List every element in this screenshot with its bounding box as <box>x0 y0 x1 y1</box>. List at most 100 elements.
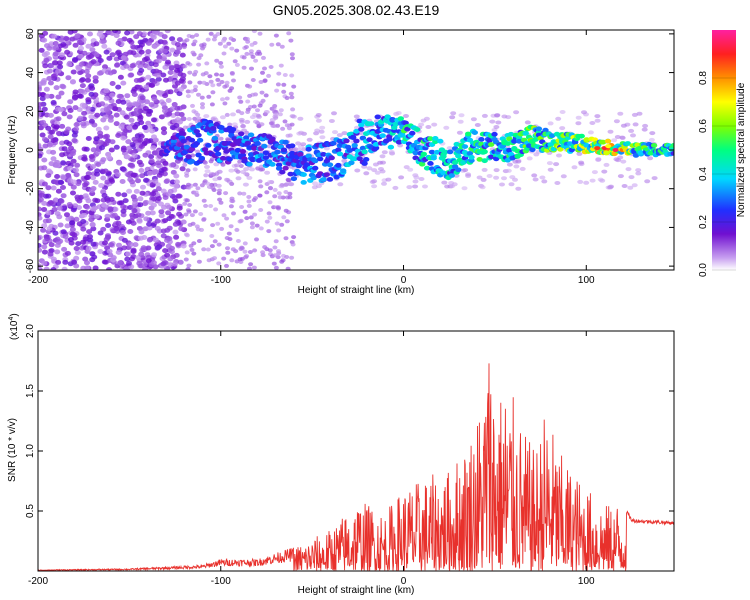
noise-blob <box>131 86 138 92</box>
noise-blob <box>94 198 101 204</box>
signal-blob <box>182 149 189 155</box>
noise-blob <box>274 88 280 93</box>
noise-blob <box>73 172 80 178</box>
halo-blob <box>216 169 223 174</box>
noise-blob <box>254 237 259 242</box>
signal-blob <box>358 126 365 132</box>
noise-blob <box>141 31 148 37</box>
signal-blob <box>430 155 437 161</box>
noise-blob <box>91 122 98 128</box>
noise-blob <box>72 89 79 95</box>
spectrogram-xtick-label: -100 <box>211 275 231 286</box>
noise-blob <box>60 42 67 48</box>
signal-blob <box>223 149 230 154</box>
noise-blob <box>139 173 146 179</box>
noise-blob <box>221 213 227 218</box>
snr-y-ticks: 0.5 1.0 1.5 2.0 <box>25 324 674 518</box>
noise-blob <box>89 47 96 53</box>
signal-blob <box>346 148 353 153</box>
noise-blob <box>56 214 63 220</box>
noise-blob <box>165 210 172 216</box>
noise-blob <box>114 62 120 68</box>
colorbar-tick-label: 0.0 <box>698 263 709 277</box>
signal-blob <box>488 154 495 160</box>
noise-blob <box>38 192 45 198</box>
halo-blob <box>556 153 562 158</box>
noise-blob <box>201 198 207 203</box>
halo-blob <box>501 176 507 181</box>
signal-blob <box>440 154 447 159</box>
noise-blob <box>208 204 214 208</box>
signal-blob <box>229 127 237 132</box>
noise-blob <box>203 173 209 178</box>
noise-blob <box>196 259 202 264</box>
halo-blob <box>531 173 538 178</box>
noise-blob <box>108 242 115 248</box>
noise-blob <box>235 109 241 114</box>
noise-blob <box>260 70 265 75</box>
noise-blob <box>93 214 100 219</box>
noise-blob <box>133 101 140 107</box>
noise-blob <box>135 212 142 218</box>
noise-blob <box>192 39 198 44</box>
halo-blob <box>589 121 596 125</box>
noise-blob <box>227 122 233 127</box>
noise-blob <box>102 64 108 70</box>
noise-blob <box>212 239 218 244</box>
halo-blob <box>541 179 548 184</box>
noise-blob <box>155 186 162 192</box>
noise-blob <box>192 209 198 214</box>
noise-blob <box>120 212 127 218</box>
noise-blob <box>143 138 150 143</box>
noise-blob <box>123 63 130 69</box>
noise-blob <box>187 70 193 75</box>
noise-blob <box>109 81 116 86</box>
noise-blob <box>108 196 115 202</box>
noise-blob <box>221 38 227 43</box>
noise-blob <box>224 80 230 85</box>
noise-blob <box>78 45 84 51</box>
halo-blob <box>607 129 614 134</box>
noise-blob <box>60 193 67 199</box>
noise-blob <box>81 110 88 116</box>
noise-blob <box>201 247 207 252</box>
noise-blob <box>146 237 153 243</box>
snr-y-label: SNR (10 * v/v) <box>7 418 18 482</box>
noise-blob <box>62 259 69 265</box>
noise-blob <box>63 139 70 145</box>
halo-blob <box>547 167 554 172</box>
colorbar-label: Normalized spectral amplitude <box>736 82 747 217</box>
halo-blob <box>235 176 242 181</box>
signal-blob <box>481 158 488 164</box>
noise-blob <box>144 56 150 62</box>
noise-blob <box>279 44 285 49</box>
noise-blob <box>52 137 59 143</box>
noise-blob <box>148 61 155 67</box>
noise-blob <box>258 167 264 172</box>
halo-blob <box>418 177 425 181</box>
halo-blob <box>501 114 508 119</box>
halo-blob <box>204 181 211 186</box>
noise-blob <box>54 174 61 179</box>
noise-blob <box>80 121 87 127</box>
noise-blob <box>70 190 76 196</box>
signal-blob <box>205 143 212 148</box>
noise-blob <box>42 63 49 69</box>
noise-blob <box>141 261 148 267</box>
noise-blob <box>161 204 167 210</box>
noise-blob <box>186 117 192 121</box>
noise-blob <box>176 37 183 43</box>
noise-blob <box>228 224 234 229</box>
noise-blob <box>209 234 215 238</box>
noise-blob <box>194 119 200 124</box>
noise-blob <box>93 52 100 58</box>
noise-blob <box>124 30 131 36</box>
noise-blob <box>196 239 202 243</box>
signal-blob <box>219 155 227 161</box>
noise-blob <box>200 72 206 77</box>
noise-blob <box>101 202 107 208</box>
noise-blob <box>99 39 106 44</box>
noise-blob <box>108 177 115 183</box>
noise-blob <box>85 97 92 103</box>
